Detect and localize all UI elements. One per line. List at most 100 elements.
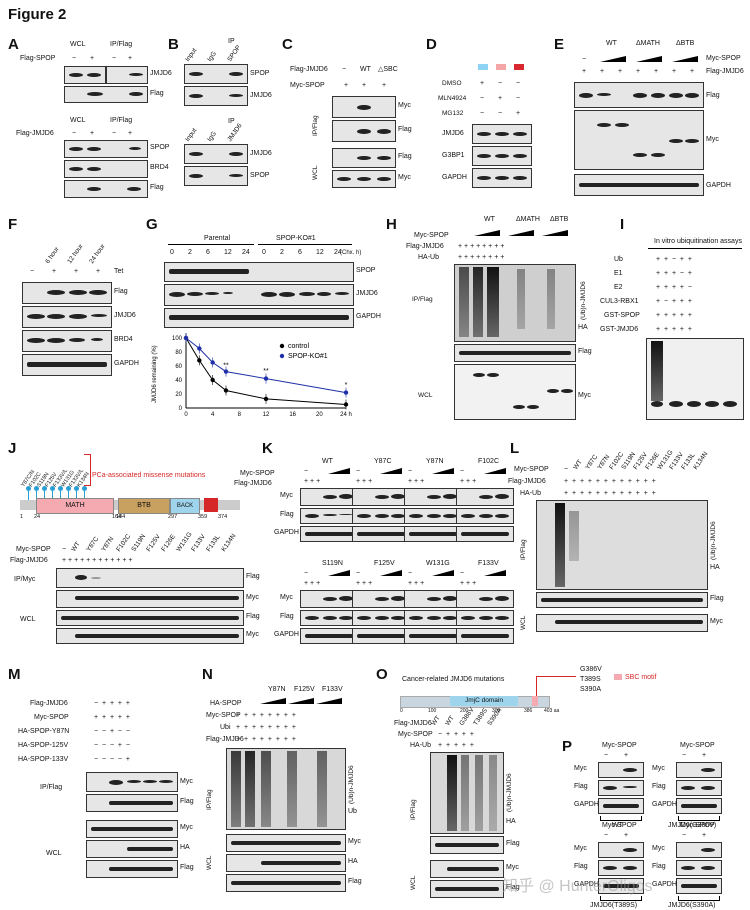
g-chart: 0 20 40 60 80 100 0 4 8 12 16 20 24 h JMJD6 remaining…	[152, 333, 352, 418]
k-blot-gapdh-5	[352, 628, 410, 644]
o-tick-3: 300	[492, 708, 501, 714]
g-xtick-3: 12	[263, 412, 270, 418]
d-row-mln: MLN4924	[438, 95, 467, 102]
j-domain-back: BACK	[170, 498, 200, 514]
k-minus-7: −	[460, 570, 465, 577]
e-blot-3	[574, 174, 704, 196]
b-col-igg: IgG	[206, 50, 219, 63]
panel-n-letter: N	[202, 666, 213, 683]
panel-b-letter: B	[168, 36, 179, 53]
o-tick-1: 100	[428, 708, 437, 714]
m-row-3: HA-SPOP-Y87N	[18, 728, 70, 735]
p-band-a-1	[701, 768, 715, 772]
n-ub: (Ub)n-JMJD6	[348, 765, 355, 804]
j-stem-7	[84, 488, 85, 500]
f-blot-4	[22, 354, 112, 376]
b-blot-1	[184, 64, 248, 84]
k-label-myc-0: Myc	[280, 492, 293, 499]
p-blot-flag-0	[598, 780, 644, 796]
p-blot-gapdh-2	[598, 878, 644, 894]
panel-l-letter: L	[510, 440, 520, 457]
n-group1: IP/Flag	[206, 789, 213, 810]
i-row-e2: E2	[614, 284, 623, 291]
g-point-0-1	[197, 358, 202, 363]
n-col-3: F133V	[322, 686, 343, 693]
panel-h-letter: H	[386, 216, 397, 233]
k-blot-gapdh-0	[300, 526, 358, 542]
k-blot-gapdh-2	[404, 526, 462, 542]
b-blot-2	[184, 86, 248, 106]
e-col-dbtb: ΔBTB	[676, 40, 695, 47]
l-blot-2	[536, 592, 708, 608]
o-row-3: HA-Ub	[410, 742, 432, 749]
k-col-3: F102C	[478, 458, 500, 465]
n-label-ha: HA	[348, 858, 358, 865]
j-col-9: F133L	[205, 533, 222, 553]
h-group1: IP/Flag	[412, 296, 433, 303]
p-band-c-0	[623, 786, 637, 788]
g-line-0	[185, 337, 347, 405]
k-band-e-1	[391, 514, 405, 518]
k-band-c-0	[305, 514, 319, 518]
g-xtick-5: 20	[316, 412, 323, 418]
k-band-f-2	[409, 532, 457, 536]
m-blot-2	[86, 794, 178, 812]
panel-k-letter: K	[262, 440, 273, 457]
g-legend-1: SPOP-KO#1	[288, 353, 328, 360]
panel-o-letter: O	[376, 666, 388, 683]
p-blot-myc-3	[676, 842, 722, 858]
p-plus-2: +	[624, 832, 629, 839]
b-ip: IP	[228, 38, 235, 45]
p-group-1: JMJD6(G386V)	[668, 822, 717, 829]
h-label-ha: HA	[578, 324, 588, 331]
j-num-0: 1	[20, 514, 24, 520]
k-band-c-6	[409, 616, 423, 620]
m-row-2: Myc-SPOP	[34, 714, 69, 721]
d-color-1	[478, 64, 488, 70]
j-label-flag: Flag	[246, 573, 260, 580]
m-label-ha: HA	[180, 844, 190, 851]
a-m3: −	[72, 130, 77, 137]
a-blot-1b	[106, 66, 148, 84]
g-unit: (Chx. h)	[340, 250, 362, 256]
g-point-1-3	[223, 369, 229, 374]
b-label-spopb: SPOP	[250, 172, 270, 179]
a-row1: Flag-SPOP	[20, 55, 56, 62]
p-band-b-3	[681, 866, 695, 870]
j-label-myc2: Myc	[246, 631, 259, 638]
j-col-minus: −	[62, 546, 67, 553]
e-blot-2	[574, 110, 704, 170]
j-stem-0	[28, 488, 29, 500]
o-blot-2	[430, 836, 504, 854]
k-blot-gapdh-6	[404, 628, 462, 644]
k-col-0: WT	[322, 458, 333, 465]
panel-f-letter: F	[8, 216, 18, 233]
k-col-2: Y87N	[426, 458, 444, 465]
o-pointer-h	[536, 676, 576, 677]
l-blot-3	[536, 614, 708, 632]
c-label-2: Flag	[398, 126, 412, 133]
k-wedge-5	[380, 570, 402, 576]
k-minus-1: −	[356, 468, 361, 475]
k-blot-flag-5	[352, 610, 410, 626]
g-point-0-5	[343, 402, 349, 407]
g-time-7: 6	[298, 249, 302, 256]
j-domain-btb: BTB	[118, 498, 170, 514]
g-xtick-2: 8	[238, 412, 242, 418]
j-col-2: Y87N	[100, 535, 116, 553]
o-blot-1	[430, 752, 504, 834]
k-blot-gapdh-1	[352, 526, 410, 542]
d-row-mg132: MG132	[442, 110, 464, 117]
g-point-1-0	[183, 335, 189, 341]
figure-title: Figure 2	[8, 6, 67, 23]
panel-j-letter: J	[8, 440, 17, 457]
a-wcl2: WCL	[70, 117, 86, 124]
j-num-6: 374	[218, 514, 228, 520]
g-xtick-1: 4	[211, 412, 215, 418]
b-col2-igg: IgG	[206, 130, 219, 143]
j-col-5: F125V	[145, 533, 162, 553]
p-group-0: WT	[612, 822, 623, 829]
g-time-5: 0	[262, 249, 266, 256]
p-label-3-1: Flag	[652, 863, 666, 870]
p-label-2-1: Flag	[574, 863, 588, 870]
